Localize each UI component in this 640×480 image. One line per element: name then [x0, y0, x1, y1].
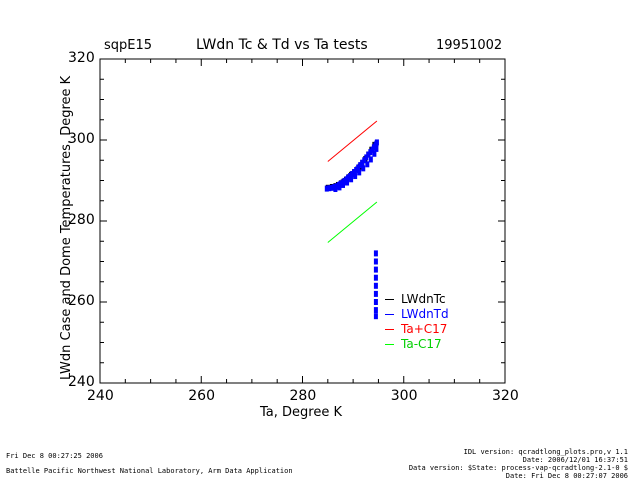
- site-label: sqpE15: [104, 38, 153, 53]
- point-lwdntd: [342, 177, 347, 184]
- point-lwdntd: [353, 173, 358, 180]
- point-lwdntd: [373, 258, 378, 265]
- legend-label-lwdntc: LWdnTc: [401, 292, 446, 306]
- y-tick-label: 320: [68, 50, 95, 66]
- point-lwdntd: [373, 299, 378, 305]
- footer-left-date: Fri Dec 8 00:27:25 2006: [6, 452, 103, 460]
- legend-label-ta-c17: Ta+C17: [401, 322, 448, 336]
- point-lwdntd: [330, 184, 335, 191]
- x-tick-label: 240: [87, 388, 114, 404]
- point-lwdntd: [357, 169, 362, 176]
- point-lwdntd: [364, 154, 369, 161]
- legend-swatch-ta-c17: [385, 344, 394, 345]
- point-lwdntd: [366, 151, 371, 158]
- point-lwdntd: [345, 179, 350, 186]
- point-lwdntd: [348, 173, 353, 180]
- point-lwdntd: [358, 162, 363, 169]
- x-tick-label: 280: [289, 388, 317, 404]
- chart-title: LWdn Tc & Td vs Ta tests: [196, 37, 368, 53]
- point-lwdntd: [373, 290, 378, 297]
- y-tick-label: 240: [68, 374, 95, 390]
- point-lwdntd: [373, 266, 378, 273]
- x-tick-label: 260: [188, 388, 215, 404]
- y-axis-label: LWdn Case and Dome Temperatures, Degree …: [59, 75, 74, 380]
- y-tick-label: 280: [68, 212, 95, 228]
- point-lwdntd: [368, 149, 373, 156]
- footer-date: Date: 2006/12/01 16:37:51: [522, 456, 628, 464]
- x-tick-label: 300: [390, 388, 418, 404]
- point-lwdntd: [350, 171, 355, 178]
- point-lwdntd: [360, 159, 365, 166]
- point-lwdntd: [341, 181, 345, 188]
- y-tick-label: 300: [68, 131, 95, 147]
- legend-label-lwdntd: LWdnTd: [401, 307, 449, 321]
- point-lwdntd: [354, 166, 359, 173]
- point-lwdntd: [373, 307, 378, 314]
- point-lwdntd: [337, 184, 342, 191]
- point-lwdntd: [365, 161, 370, 168]
- point-lwdntd: [372, 150, 377, 157]
- x-axis-label: Ta, Degree K: [260, 405, 342, 420]
- legend-swatch-ta-c17: [385, 329, 394, 330]
- legend-swatch-lwdntc: [385, 299, 394, 300]
- point-lwdntd: [374, 139, 379, 146]
- point-lwdntd: [356, 164, 361, 171]
- footer-data-version: Data version: $State: process-vap-qcradt…: [408, 464, 628, 472]
- point-lwdntd: [346, 174, 351, 181]
- point-lwdntd: [324, 185, 329, 192]
- y-tick-label: 260: [68, 293, 95, 309]
- legend-label-ta-c17: Ta-C17: [401, 337, 442, 351]
- point-lwdntd: [374, 145, 379, 152]
- point-lwdntd: [373, 282, 378, 289]
- point-lwdntd: [373, 250, 378, 257]
- series-line-ta-c17: [327, 120, 378, 162]
- point-lwdntd: [352, 168, 357, 175]
- footer-org: Battelle Pacific Northwest National Labo…: [6, 467, 293, 475]
- point-lwdntd: [361, 165, 366, 172]
- footer-idl-version: IDL version: qcradtlong_plots.pro,v 1.1: [463, 448, 628, 456]
- date-label: 19951002: [436, 38, 503, 53]
- point-lwdntd: [349, 176, 354, 183]
- point-lwdntd: [327, 185, 332, 192]
- legend-swatch-lwdntd: [385, 314, 394, 315]
- series-line-ta-c17: [327, 201, 378, 243]
- footer-run-date: Date: Fri Dec 8 00:27:07 2006: [505, 472, 628, 480]
- point-lwdntd: [362, 157, 367, 164]
- x-tick-label: 320: [492, 388, 519, 404]
- point-lwdntd: [368, 156, 373, 163]
- point-lwdntd: [373, 313, 378, 320]
- point-lwdntd: [333, 186, 338, 193]
- point-lwdntd: [373, 274, 378, 281]
- point-lwdntd: [338, 180, 343, 187]
